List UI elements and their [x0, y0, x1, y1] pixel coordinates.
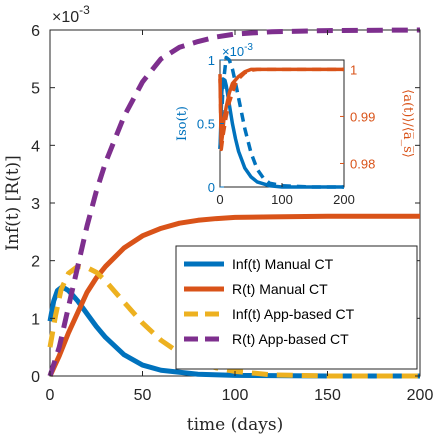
legend-label-1: R(t) Manual CT	[232, 281, 328, 297]
inset-series-line-1	[218, 55, 344, 189]
main-x-tick-label: 100	[222, 387, 249, 404]
main-y-tick-label: 2	[31, 254, 40, 271]
main-x-tick-label: 0	[46, 387, 55, 404]
main-y-exponent: ×10-3	[52, 3, 90, 26]
inset-y-tick-label: 0	[208, 180, 215, 195]
main-y-tick-label: 0	[31, 369, 40, 386]
main-y-axis-label: Inf(t) [R(t)]	[3, 155, 23, 251]
inset-x-tick-label: 0	[216, 192, 223, 207]
legend: Inf(t) Manual CT R(t) Manual CT Inf(t) App…	[175, 245, 418, 370]
inset-right-y-axis-label: ⟨a(t)⟩/⟨a̅_s̅⟩	[400, 89, 415, 158]
inset-y-exponent-power: -3	[244, 42, 253, 53]
main-x-axis-label: time (days)	[187, 415, 283, 435]
main-series-line-2	[47, 263, 420, 379]
main-x-tick-label: 50	[134, 387, 152, 404]
inset-y-axis-label: Iso(t)	[175, 106, 190, 141]
inset-axes: 0 100 200 0 0.5 1 0.98 0.99 1 ×10-3 Iso(t) ⟨a(t)…	[175, 42, 415, 207]
main-y-tick-label: 5	[31, 81, 40, 98]
inset-x-tick-label: 100	[271, 192, 293, 207]
inset-series-line-0	[218, 77, 344, 189]
legend-label-3: R(t) App-based CT	[232, 331, 349, 347]
inset-y-tick-label: 1	[208, 53, 215, 68]
inset-series-group	[218, 55, 344, 189]
main-series-line-3	[47, 27, 421, 377]
main-y-exponent-power: -3	[79, 3, 90, 17]
main-y-tick-label: 6	[31, 23, 40, 40]
inset-x-tick-label: 200	[333, 192, 355, 207]
main-series-line-1	[47, 213, 420, 378]
inset-plot-area	[219, 59, 345, 188]
main-y-tick-label: 3	[31, 196, 40, 213]
main-series-group	[47, 27, 421, 379]
main-y-exponent-base: ×10	[52, 9, 79, 26]
inset-right-y-tick-label: 0.98	[350, 156, 375, 171]
main-y-tick-label: 4	[31, 138, 40, 155]
inset-ticks-group: 0 100 200 0 0.5 1 0.98 0.99 1	[197, 53, 375, 207]
main-y-tick-label: 1	[31, 311, 40, 328]
inset-y-tick-label: 0.5	[197, 117, 215, 132]
inset-right-y-tick-label: 1	[350, 62, 357, 77]
inset-y-exponent-base: ×10	[222, 44, 244, 59]
main-x-tick-label: 200	[407, 387, 434, 404]
legend-items: Inf(t) Manual CT R(t) Manual CT Inf(t) App…	[184, 256, 355, 347]
legend-label-0: Inf(t) Manual CT	[232, 256, 334, 272]
legend-label-2: Inf(t) App-based CT	[232, 306, 355, 322]
inset-y-exponent: ×10-3	[222, 42, 253, 59]
main-x-tick-label: 150	[314, 387, 341, 404]
inset-right-y-tick-label: 0.99	[350, 109, 375, 124]
inset-series-line-3	[218, 67, 344, 152]
